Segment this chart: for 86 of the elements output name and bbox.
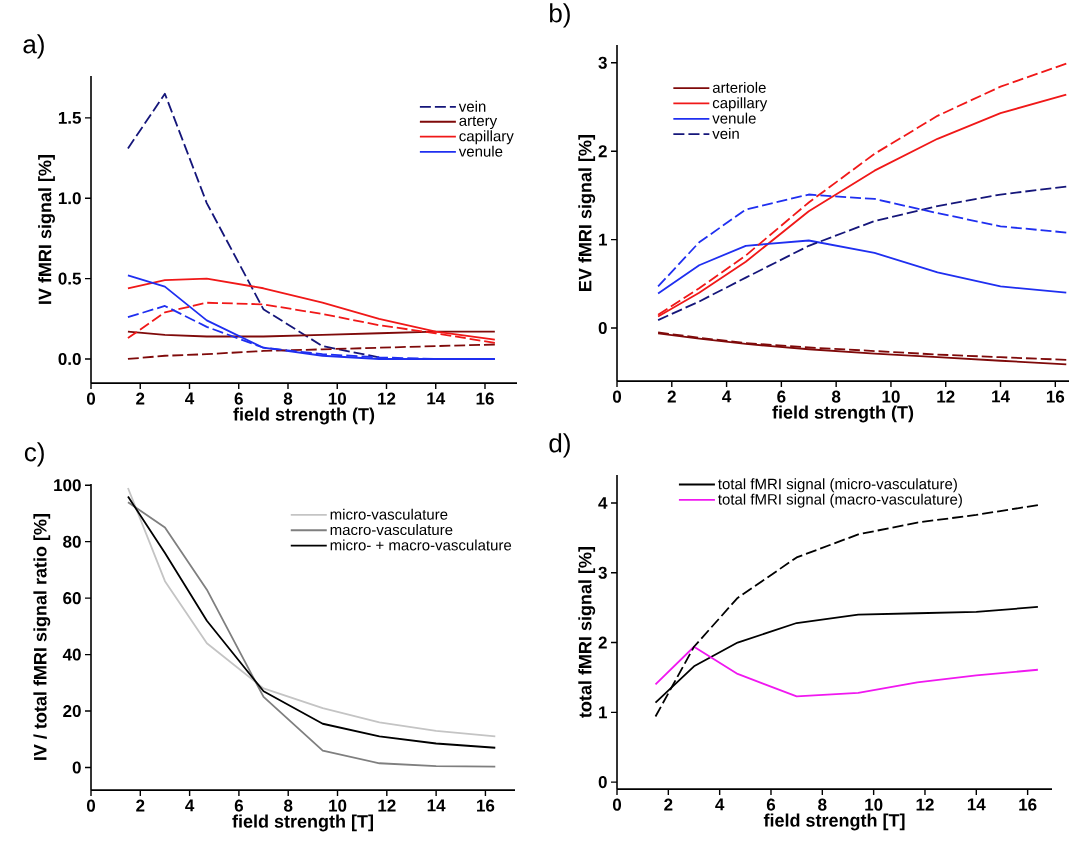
x-tick-label: 10 bbox=[328, 392, 346, 405]
legend-label: micro- + macro-vasculature bbox=[330, 539, 512, 551]
x-axis-title: field strength [T] bbox=[763, 813, 905, 831]
y-axis-title: EV fMRI signal [%] bbox=[578, 135, 596, 291]
x-tick-label: 10 bbox=[882, 390, 900, 403]
y-tick-label: 1.0 bbox=[58, 192, 81, 205]
chart-title: d) bbox=[549, 433, 570, 458]
line-series bbox=[654, 645, 1039, 698]
x-tick-label: 0 bbox=[612, 390, 622, 403]
x-tick-label: 8 bbox=[283, 392, 293, 405]
y-tick-label: 100 bbox=[54, 479, 81, 492]
y-axis-title: IV fMRI signal [%] bbox=[38, 155, 55, 304]
x-tick-label: 8 bbox=[284, 799, 293, 812]
legend-label: total fMRI signal (macro-vasculature) bbox=[718, 493, 962, 508]
x-tick-label: 8 bbox=[831, 390, 841, 403]
x-tick-label: 6 bbox=[234, 392, 243, 405]
x-tick-label: 2 bbox=[664, 798, 673, 811]
x-tick-label: 12 bbox=[378, 799, 396, 812]
legend-label: venule bbox=[712, 112, 756, 124]
x-tick-label: 14 bbox=[427, 392, 446, 405]
y-tick-label: 0 bbox=[598, 776, 607, 789]
x-tick-label: 14 bbox=[967, 798, 986, 811]
line-series bbox=[127, 343, 496, 360]
legend-label: micro-vasculature bbox=[330, 508, 448, 520]
x-tick-label: 12 bbox=[378, 392, 396, 405]
y-tick-label: 4 bbox=[598, 497, 608, 509]
chart-title: c) bbox=[24, 442, 44, 467]
x-tick-label: 4 bbox=[185, 392, 195, 405]
x-tick-label: 16 bbox=[1019, 798, 1037, 811]
line-series bbox=[127, 277, 496, 341]
x-tick-label: 16 bbox=[477, 799, 495, 812]
y-tick-label: 60 bbox=[63, 592, 81, 605]
line-series bbox=[657, 193, 1068, 288]
x-tick-label: 2 bbox=[136, 392, 145, 405]
y-tick-label: 3 bbox=[598, 566, 607, 579]
chart-title: b) bbox=[550, 3, 570, 28]
x-tick-label: 2 bbox=[136, 799, 145, 812]
x-tick-label: 0 bbox=[86, 799, 96, 812]
y-tick-label: 1 bbox=[599, 233, 607, 246]
legend-label: vein bbox=[458, 100, 486, 112]
x-tick-label: 14 bbox=[992, 390, 1010, 403]
y-tick-label: 0 bbox=[72, 761, 81, 774]
x-tick-label: 4 bbox=[722, 390, 732, 403]
y-tick-label: 2 bbox=[598, 636, 607, 649]
legend-label: macro-vasculature bbox=[330, 524, 453, 536]
x-axis-title: field strength (T) bbox=[772, 405, 914, 423]
y-axis-title: total fMRI signal [%] bbox=[578, 547, 596, 718]
x-tick-label: 12 bbox=[916, 798, 934, 811]
y-tick-label: 0.0 bbox=[58, 352, 81, 365]
y-axis-title: IV / total fMRI signal ratio [%] bbox=[33, 514, 51, 760]
y-tick-label: 0.5 bbox=[58, 272, 81, 285]
x-tick-label: 2 bbox=[667, 390, 676, 403]
x-tick-label: 0 bbox=[612, 798, 622, 811]
y-tick-label: 0 bbox=[598, 321, 607, 335]
x-tick-label: 6 bbox=[777, 390, 786, 403]
x-tick-label: 12 bbox=[937, 390, 955, 403]
line-series bbox=[657, 239, 1068, 295]
legend-label: capillary bbox=[459, 130, 514, 145]
x-tick-label: 10 bbox=[865, 798, 883, 811]
y-tick-label: 40 bbox=[62, 648, 81, 661]
y-tick-label: 1.5 bbox=[58, 111, 81, 124]
x-tick-label: 16 bbox=[1046, 390, 1065, 403]
x-tick-label: 6 bbox=[766, 798, 776, 811]
y-tick-label: 1 bbox=[599, 706, 607, 719]
x-tick-label: 0 bbox=[86, 392, 96, 405]
x-tick-label: 16 bbox=[476, 392, 494, 405]
x-tick-label: 4 bbox=[715, 798, 725, 811]
legend-label: capillary bbox=[712, 97, 768, 112]
x-axis-title: field strength (T) bbox=[233, 407, 375, 425]
y-tick-label: 3 bbox=[598, 56, 607, 69]
legend-label: total fMRI signal (micro-vasculature) bbox=[718, 478, 957, 493]
x-tick-label: 14 bbox=[427, 799, 446, 812]
legend-label: vein bbox=[712, 127, 739, 139]
y-tick-label: 2 bbox=[598, 145, 607, 158]
x-tick-label: 4 bbox=[185, 799, 195, 812]
x-tick-label: 6 bbox=[234, 799, 244, 812]
chart-title: a) bbox=[23, 34, 44, 59]
legend-label: arteriole bbox=[712, 81, 766, 93]
x-tick-label: 10 bbox=[329, 799, 347, 812]
y-tick-label: 80 bbox=[63, 535, 81, 548]
x-tick-label: 8 bbox=[818, 798, 827, 811]
y-tick-label: 20 bbox=[63, 705, 81, 718]
x-axis-title: field strength [T] bbox=[232, 814, 373, 832]
legend-label: venule bbox=[458, 145, 503, 157]
legend-label: artery bbox=[459, 116, 498, 129]
line-series bbox=[657, 185, 1068, 321]
